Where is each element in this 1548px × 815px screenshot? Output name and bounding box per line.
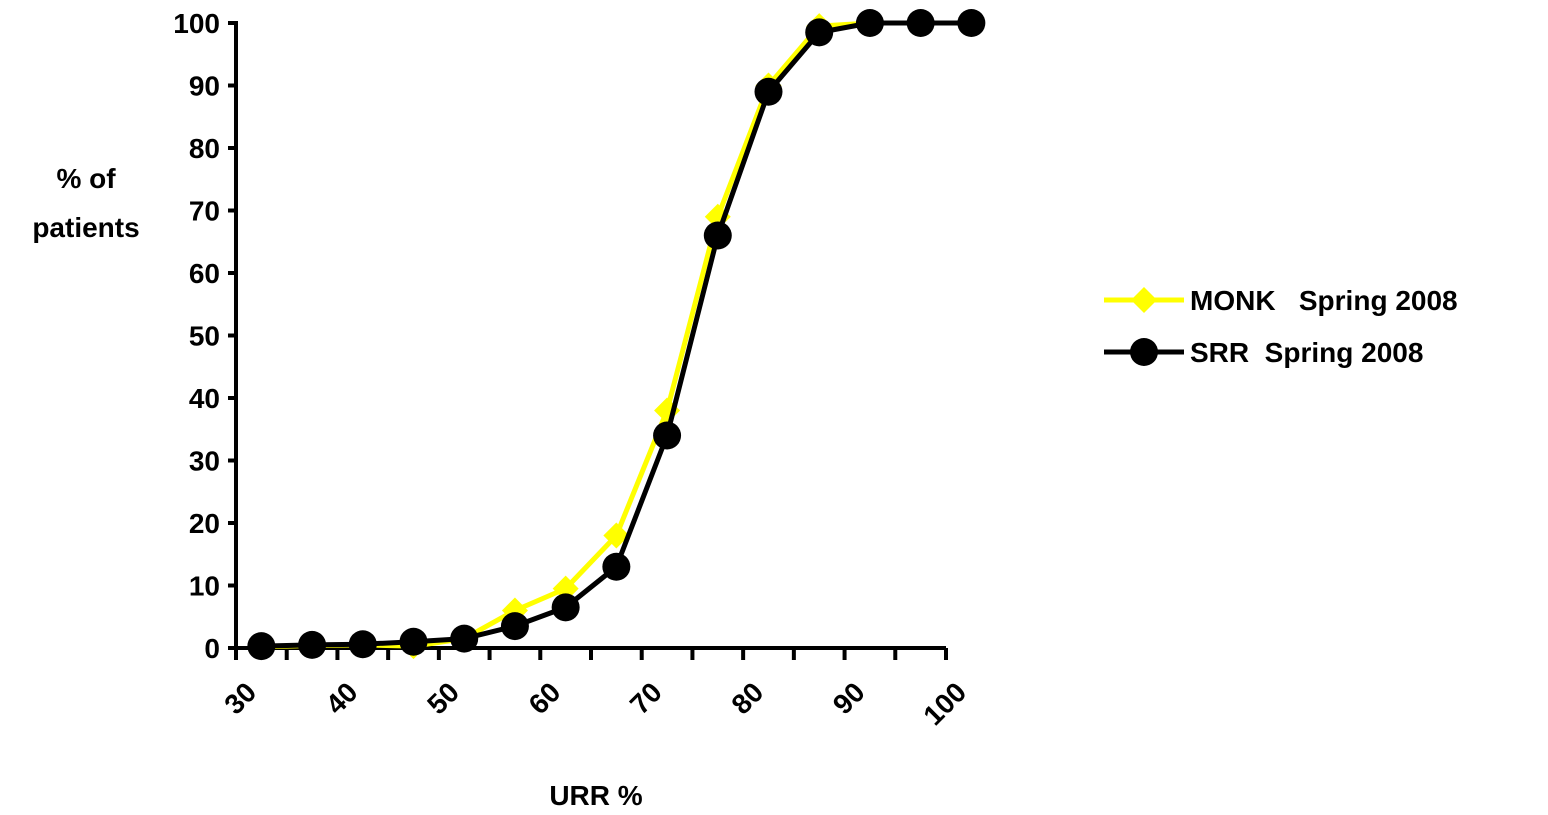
x-tick-label: 80 bbox=[725, 676, 769, 720]
y-tick-label: 70 bbox=[189, 196, 220, 227]
x-tick-label: 30 bbox=[218, 676, 262, 720]
data-point-1 bbox=[348, 630, 377, 659]
data-point-1 bbox=[957, 9, 986, 37]
data-point-1 bbox=[653, 421, 682, 450]
y-tick-label: 10 bbox=[189, 571, 220, 602]
y-tick-label: 50 bbox=[189, 321, 220, 352]
legend-label-monk: MONK Spring 2008 bbox=[1190, 285, 1458, 316]
data-point-1 bbox=[805, 18, 834, 47]
y-tick-label: 40 bbox=[189, 383, 220, 414]
x-tick-label: 90 bbox=[827, 676, 871, 720]
y-tick-label: 0 bbox=[204, 633, 220, 664]
x-tick-label: 60 bbox=[523, 676, 567, 720]
y-tick-label: 30 bbox=[189, 446, 220, 477]
x-axis-title: URR % bbox=[549, 780, 642, 811]
data-point-1 bbox=[551, 593, 580, 622]
data-point-1 bbox=[754, 77, 783, 106]
data-point-1 bbox=[450, 624, 479, 653]
data-point-1 bbox=[855, 9, 884, 37]
labels: URR % % of patients bbox=[32, 163, 642, 811]
data-point-0 bbox=[603, 522, 630, 549]
axes: 0 10 20 30 40 50 60 70 80 90 100 30 40 50 60 70 80 90 100 bbox=[173, 8, 972, 731]
legend-marker-srr bbox=[1130, 338, 1158, 366]
x-tick-label: 100 bbox=[917, 676, 972, 731]
series-line-1 bbox=[261, 20, 972, 649]
y-tick-label: 80 bbox=[189, 133, 220, 164]
data-point-1 bbox=[602, 552, 631, 581]
legend-marker-monk bbox=[1131, 287, 1157, 313]
y-tick-label: 90 bbox=[189, 71, 220, 102]
x-tick-label: 70 bbox=[624, 676, 668, 720]
y-tick-label: 100 bbox=[173, 8, 220, 39]
data-point-1 bbox=[399, 627, 428, 656]
data-point-1 bbox=[703, 221, 732, 250]
data-point-1 bbox=[500, 612, 529, 641]
data-point-1 bbox=[247, 632, 276, 661]
data-point-1 bbox=[298, 630, 327, 659]
data-point-1 bbox=[906, 9, 935, 37]
x-tick-label: 40 bbox=[320, 676, 364, 720]
y-axis-title-line-2: patients bbox=[32, 212, 139, 243]
x-tick-label: 50 bbox=[421, 676, 465, 720]
y-tick-label: 20 bbox=[189, 508, 220, 539]
y-axis-title-line-1: % of bbox=[56, 163, 116, 194]
series-layer bbox=[247, 9, 986, 661]
legend-label-srr: SRR Spring 2008 bbox=[1190, 337, 1423, 368]
legend: MONK Spring 2008 SRR Spring 2008 bbox=[1104, 285, 1458, 368]
y-tick-label: 60 bbox=[189, 258, 220, 289]
